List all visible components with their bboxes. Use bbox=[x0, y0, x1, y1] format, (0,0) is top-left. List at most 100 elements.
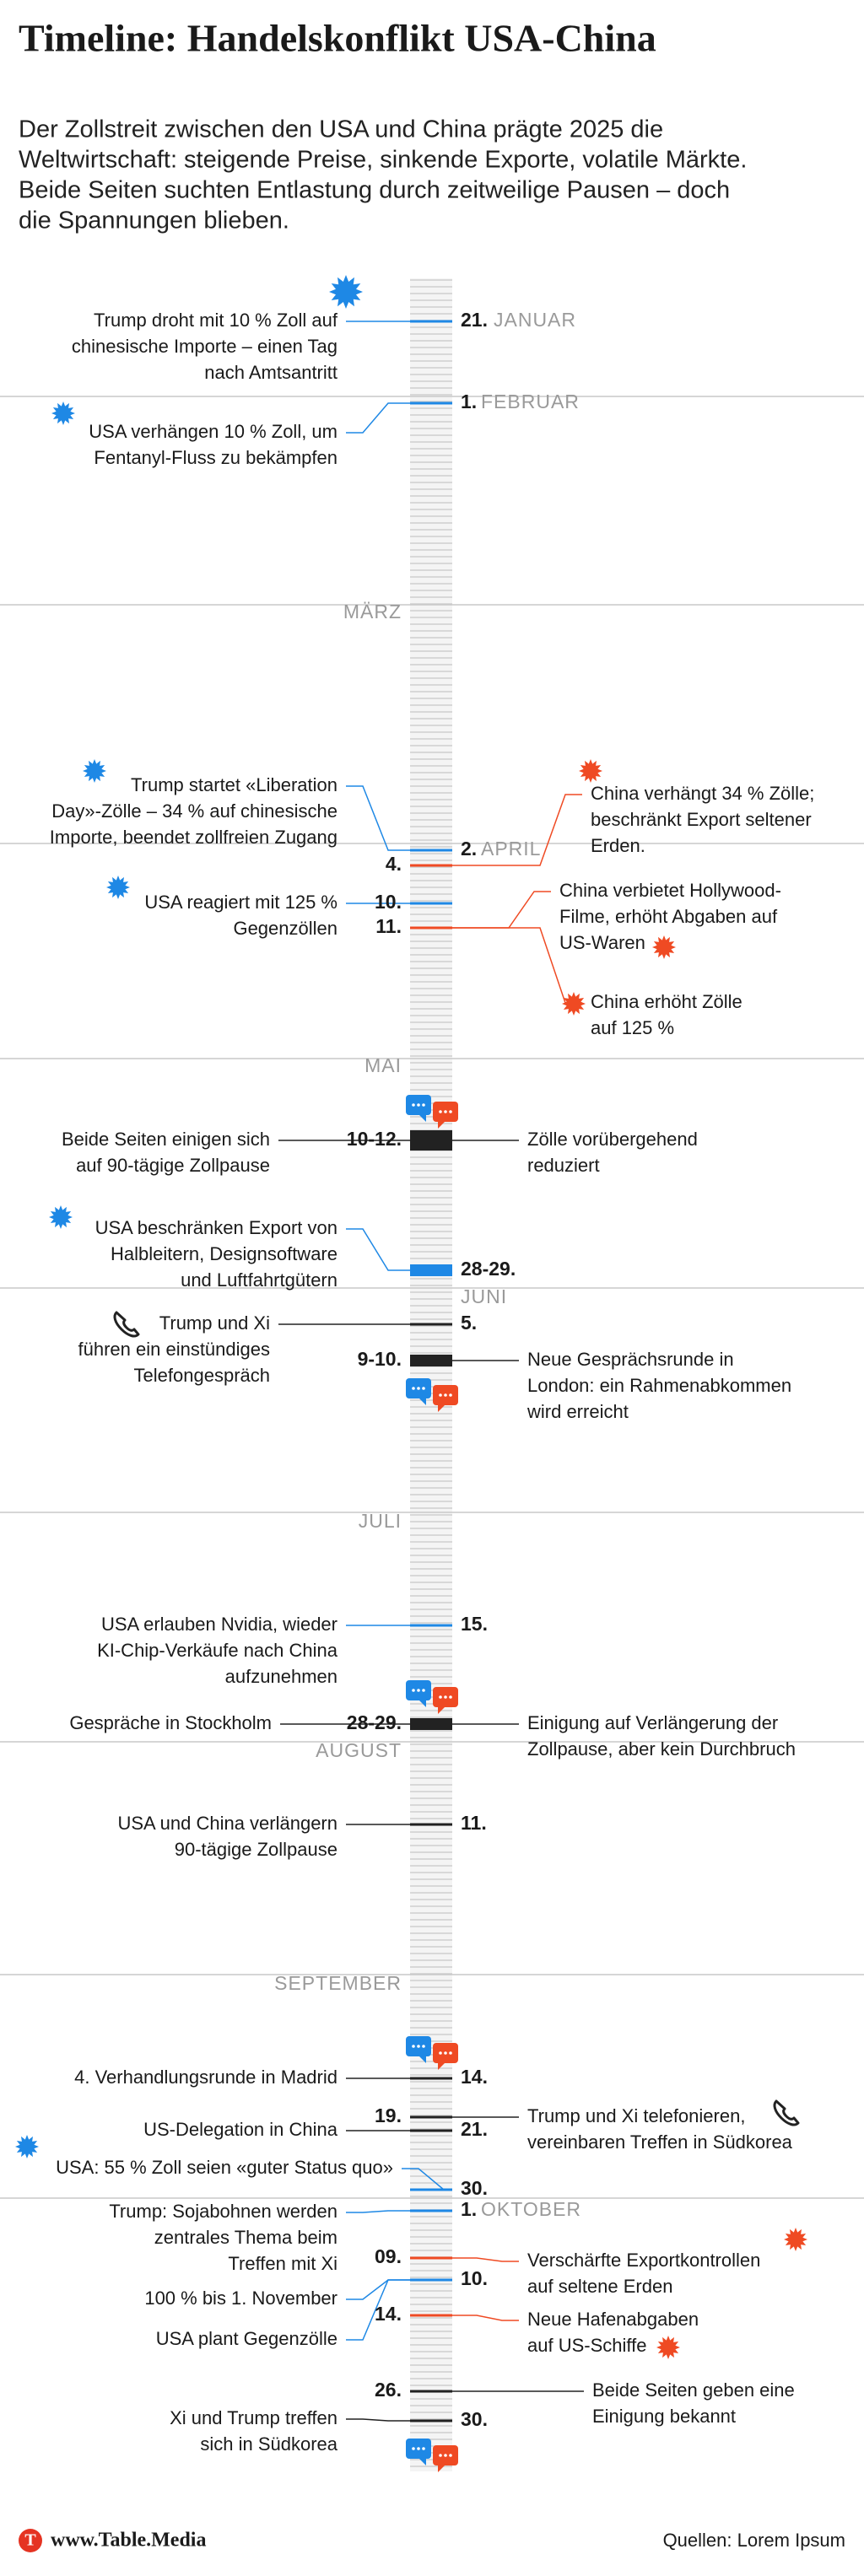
event-text: Trump startet «Liberation bbox=[131, 774, 338, 795]
event-text: 4. Verhandlungsrunde in Madrid bbox=[74, 2067, 338, 2088]
bubble-tail bbox=[418, 1397, 426, 1405]
event-text: führen ein einstündiges bbox=[78, 1339, 271, 1360]
event-text: USA reagiert mit 125 % bbox=[144, 892, 338, 913]
bubble-dot bbox=[422, 1103, 425, 1107]
event-bar bbox=[410, 1264, 452, 1276]
event-date: 5. bbox=[461, 1312, 477, 1334]
bubble-dot bbox=[439, 2454, 442, 2457]
event-text: Trump droht mit 10 % Zoll auf bbox=[94, 310, 338, 331]
event-text: chinesische Importe – einen Tag bbox=[72, 336, 338, 357]
connector bbox=[346, 2418, 410, 2422]
event-text: Telefongespräch bbox=[134, 1365, 270, 1386]
event-text: Verschärfte Exportkontrollen bbox=[527, 2250, 760, 2271]
event-text: Trump: Sojabohnen werden bbox=[109, 2201, 338, 2222]
event-date: 2. bbox=[461, 838, 477, 860]
connector bbox=[452, 794, 582, 866]
bubble-dot bbox=[422, 1689, 425, 1692]
phone-icon bbox=[113, 1311, 140, 1338]
bubble-dot bbox=[444, 1110, 447, 1113]
bubble-dot bbox=[444, 2454, 447, 2457]
event-date: 28-29. bbox=[347, 1711, 402, 1733]
event-text: Filme, erhöht Abgaben auf bbox=[559, 906, 778, 927]
event-text: auf seltene Erden bbox=[527, 2276, 672, 2297]
starburst-icon bbox=[51, 401, 75, 425]
bubble-dot bbox=[412, 1387, 415, 1390]
event-text: China verhängt 34 % Zölle; bbox=[591, 783, 814, 804]
event-date: 10. bbox=[375, 891, 402, 913]
starburst-icon bbox=[656, 2336, 680, 2359]
title: Timeline: Handelskonflikt USA-China bbox=[19, 17, 656, 60]
connector bbox=[346, 2210, 410, 2213]
event-date: 28-29. bbox=[461, 1258, 516, 1280]
bubble-dot bbox=[412, 1689, 415, 1692]
event-date: 10-12. bbox=[347, 1128, 402, 1150]
event-date: 21. bbox=[461, 309, 488, 331]
event-text: reduziert bbox=[527, 1155, 600, 1176]
month-label: APRIL bbox=[481, 838, 541, 860]
event-text: USA: 55 % Zoll seien «guter Status quo» bbox=[56, 2157, 393, 2178]
event-text: Neue Hafenabgaben bbox=[527, 2309, 699, 2330]
event-text: Zollpause, aber kein Durchbruch bbox=[527, 1738, 796, 1760]
content: Der Zollstreit zwischen den USA und Chin… bbox=[0, 116, 864, 2472]
month-label: MAI bbox=[364, 1054, 402, 1076]
event-text: und Luftfahrtgütern bbox=[181, 1269, 338, 1291]
starburst-icon bbox=[83, 759, 106, 783]
event-text: Day»-Zölle – 34 % auf chinesische bbox=[51, 800, 338, 822]
starburst-icon bbox=[49, 1205, 73, 1229]
bubble-dot bbox=[449, 1695, 452, 1699]
timeline-axis bbox=[410, 278, 452, 2471]
event-date: 1. bbox=[461, 2198, 477, 2220]
bubble-dot bbox=[449, 2051, 452, 2055]
event-date: 4. bbox=[386, 853, 402, 875]
bubble-tail bbox=[418, 2457, 426, 2466]
event-date: 30. bbox=[461, 2408, 488, 2430]
event-text: aufzunehmen bbox=[225, 1666, 338, 1687]
month-label: JUNI bbox=[461, 1285, 507, 1307]
bubble-tail bbox=[438, 2061, 446, 2070]
event-text: USA beschränken Export von bbox=[95, 1217, 338, 1238]
starburst-icon bbox=[562, 992, 586, 1016]
bubble-dot bbox=[412, 2447, 415, 2450]
event-text: US-Waren bbox=[559, 932, 645, 953]
event-text: Treffen mit Xi bbox=[228, 2253, 338, 2274]
starburst-icon bbox=[652, 935, 676, 959]
bubble-dot bbox=[417, 1103, 420, 1107]
connector bbox=[452, 891, 551, 929]
event-date: 1. bbox=[461, 391, 477, 412]
event-date: 19. bbox=[375, 2104, 402, 2126]
logo-letter: T bbox=[24, 2531, 36, 2550]
event-text: Xi und Trump treffen bbox=[170, 2407, 338, 2428]
month-label: FEBRUAR bbox=[481, 391, 580, 412]
bubble-dot bbox=[449, 2454, 452, 2457]
event-text: wird erreicht bbox=[526, 1401, 629, 1422]
month-label: SEPTEMBER bbox=[274, 1972, 402, 1994]
connector bbox=[452, 2315, 519, 2321]
event-text: US-Delegation in China bbox=[143, 2119, 338, 2140]
event-date: 14. bbox=[461, 2066, 488, 2088]
connector bbox=[346, 2279, 410, 2341]
event-date: 09. bbox=[375, 2245, 402, 2267]
bubble-dot bbox=[439, 1393, 442, 1397]
bubble-dot bbox=[444, 2051, 447, 2055]
event-date: 26. bbox=[375, 2379, 402, 2401]
bubble-tail bbox=[438, 1706, 446, 1714]
bubble-dot bbox=[417, 2447, 420, 2450]
event-date: 21. bbox=[461, 2118, 488, 2140]
event-text: KI-Chip-Verkäufe nach China bbox=[97, 1640, 338, 1661]
connector bbox=[452, 2257, 519, 2262]
phone-icon bbox=[773, 2099, 800, 2126]
month-label: OKTOBER bbox=[481, 2198, 581, 2220]
month-label: JULI bbox=[359, 1510, 402, 1532]
event-bar bbox=[410, 1718, 452, 1730]
event-text: Beide Seiten geben eine bbox=[592, 2379, 795, 2401]
bubble-dot bbox=[444, 1393, 447, 1397]
bubble-tail bbox=[418, 1699, 426, 1707]
connector bbox=[346, 785, 410, 851]
connector bbox=[402, 2168, 446, 2191]
event-text: auf 90-tägige Zollpause bbox=[76, 1155, 270, 1176]
event-text: USA plant Gegenzölle bbox=[156, 2328, 338, 2349]
month-label: JANUAR bbox=[494, 309, 576, 331]
bubble-dot bbox=[412, 2045, 415, 2048]
event-date: 11. bbox=[375, 915, 402, 937]
bubble-dot bbox=[422, 2045, 425, 2048]
